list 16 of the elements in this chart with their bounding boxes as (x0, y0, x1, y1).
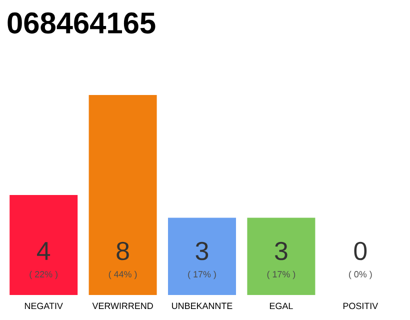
chart-title: 068464165 (8, 12, 156, 34)
data-label: ( 44% ) (108, 270, 137, 280)
data-label: ( 17% ) (267, 270, 296, 280)
data-label: ( 17% ) (188, 270, 216, 280)
x-tick-label: EGAL (270, 302, 293, 310)
data-label: ( 22% ) (30, 270, 58, 280)
data-label: ( 0% ) (349, 270, 372, 280)
x-tick-label: NEGATIV (24, 302, 63, 310)
x-tick-label: UNBEKANNTE (172, 302, 232, 310)
annotation: 4 (36, 242, 50, 260)
annotation: 3 (274, 242, 288, 260)
annotation: 3 (196, 242, 208, 260)
annotation: 8 (116, 242, 129, 260)
annotation: 0 (354, 242, 367, 260)
x-tick-label: VERWIRREND (92, 302, 153, 309)
x-tick-label: POSITIV (343, 302, 378, 310)
